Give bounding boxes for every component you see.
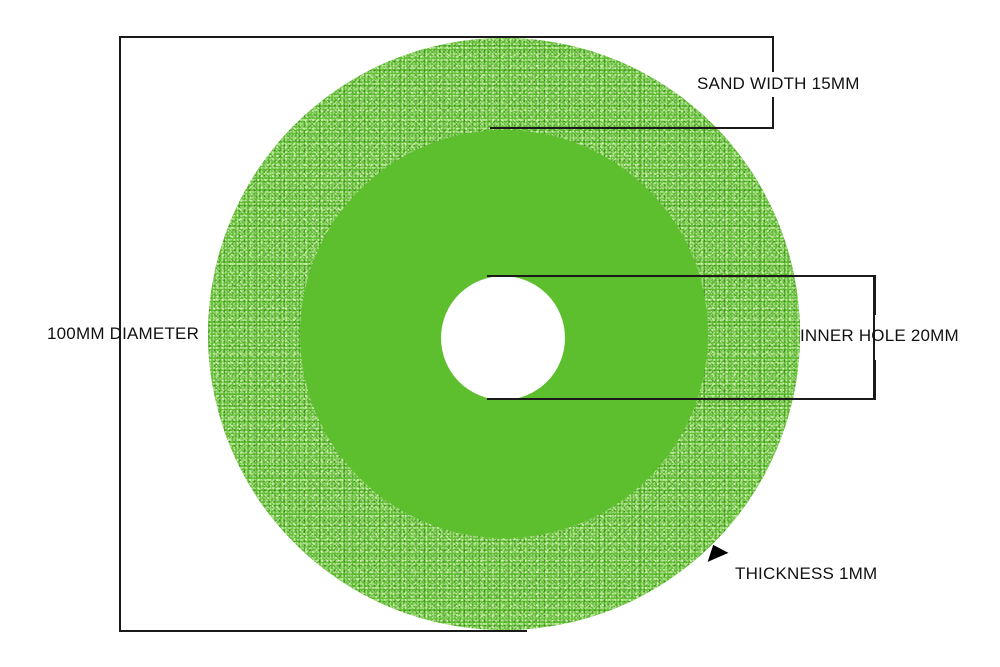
inner-hole-label: INNER HOLE 20MM [800, 326, 959, 345]
disc-center-hole [441, 276, 565, 400]
sand-width-label: SAND WIDTH 15MM [697, 74, 860, 93]
grinding-disc-illustration [208, 38, 800, 630]
inner-hole-lower-line [487, 398, 875, 400]
diameter-bracket-left-line [119, 36, 121, 632]
thickness-label: THICKNESS 1MM [735, 564, 878, 583]
inner-hole-bracket-lower-tick [874, 360, 876, 400]
sand-width-lower-line [490, 127, 774, 129]
inner-hole-upper-line [487, 275, 875, 277]
diameter-bracket-bottom-line [119, 630, 527, 632]
diameter-label: 100MM DIAMETER [47, 324, 200, 343]
sand-width-bracket-lower-tick [772, 97, 774, 128]
inner-hole-bracket-right-line [873, 275, 875, 400]
diameter-bracket-top-line [119, 36, 774, 38]
inner-hole-bracket-upper-tick [874, 275, 876, 315]
sand-width-bracket-upper-tick [772, 36, 774, 72]
